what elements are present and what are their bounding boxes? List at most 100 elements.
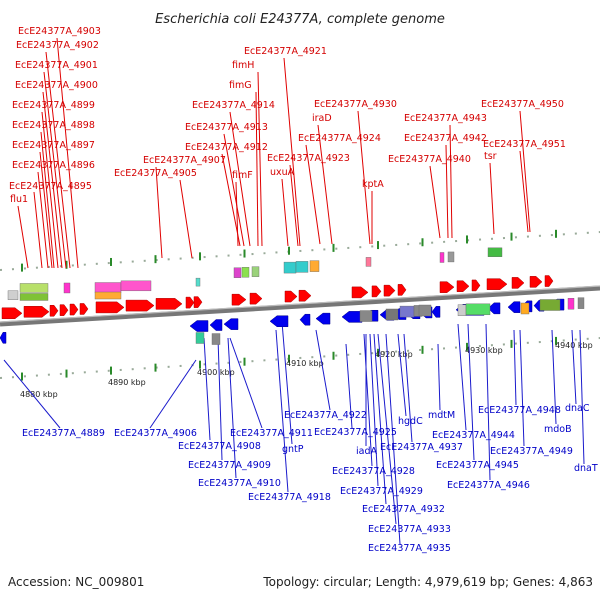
gene-label[interactable]: EcE24377A_4943	[404, 113, 487, 124]
bottom-leader-line	[519, 329, 525, 447]
reverse-gene-arrow	[299, 313, 311, 326]
gene-label[interactable]: tsr	[484, 151, 497, 162]
gene-label[interactable]: fimF	[232, 170, 253, 181]
reverse-gene-arrow	[507, 301, 521, 313]
gene-label[interactable]: EcE24377A_4899	[12, 100, 95, 111]
gene-label[interactable]: EcE24377A_4914	[192, 100, 275, 111]
bottom-leader-line	[385, 333, 401, 545]
gene-label[interactable]: iadA	[356, 446, 377, 457]
gene-feature-box	[241, 267, 250, 278]
gene-label[interactable]: EcE24377A_4897	[12, 140, 95, 151]
gene-label[interactable]: EcE24377A_4912	[185, 142, 268, 153]
gene-label[interactable]: EcE24377A_4924	[298, 133, 381, 144]
gene-label[interactable]: EcE24377A_4948	[478, 405, 561, 416]
gene-label[interactable]: EcE24377A_4949	[490, 446, 573, 457]
gene-label[interactable]: EcE24377A_4898	[12, 120, 95, 131]
gene-label[interactable]: EcE24377A_4905	[114, 168, 197, 179]
bottom-leader-line	[275, 329, 289, 493]
gene-label[interactable]: EcE24377A_4923	[267, 153, 350, 164]
gene-label[interactable]: mdtM	[428, 410, 455, 421]
gene-label[interactable]: iraD	[312, 113, 332, 124]
gene-label[interactable]: flu1	[10, 194, 28, 205]
bottom-leader-line	[315, 329, 331, 411]
gene-label[interactable]: uxuA	[270, 167, 295, 178]
gene-label[interactable]: EcE24377A_4940	[388, 154, 471, 165]
gene-label[interactable]: EcE24377A_4946	[447, 480, 530, 491]
gene-label[interactable]: EcE24377A_4945	[436, 460, 519, 471]
forward-gene-arrow	[371, 285, 382, 298]
gene-label[interactable]: EcE24377A_4909	[188, 460, 271, 471]
top-leader-line	[255, 91, 259, 247]
gene-feature-box	[418, 304, 432, 317]
forward-gene-arrow	[1, 307, 23, 320]
gene-label[interactable]: fimG	[229, 80, 252, 91]
gene-label[interactable]: EcE24377A_4951	[483, 139, 566, 150]
gene-label[interactable]: EcE24377A_4933	[368, 524, 451, 535]
gene-label[interactable]: EcE24377A_4950	[481, 99, 564, 110]
forward-gene-arrow	[69, 303, 79, 316]
gene-feature-box	[359, 310, 373, 322]
gene-label[interactable]: EcE24377A_4932	[362, 504, 445, 515]
forward-gene-arrow	[511, 277, 525, 289]
bottom-leader-line	[467, 323, 475, 461]
gene-feature-box	[539, 299, 561, 311]
gene-label[interactable]: fimH	[232, 60, 254, 71]
gene-label[interactable]: EcE24377A_4942	[404, 133, 487, 144]
bottom-leader-line	[363, 333, 373, 467]
forward-gene-arrow	[544, 275, 554, 287]
gene-feature-box	[94, 291, 122, 300]
gene-label[interactable]: EcE24377A_4901	[15, 60, 98, 71]
gene-feature-box	[577, 297, 585, 309]
gene-label[interactable]: EcE24377A_4910	[198, 478, 281, 489]
gene-label[interactable]: EcE24377A_4944	[432, 430, 515, 441]
gene-label[interactable]: EcE24377A_4935	[368, 543, 451, 554]
gene-label[interactable]: EcE24377A_4925	[314, 427, 397, 438]
bottom-leader-line	[149, 359, 197, 429]
gene-label[interactable]: EcE24377A_4918	[248, 492, 331, 503]
gene-label[interactable]: EcE24377A_4911	[230, 428, 313, 439]
gene-label[interactable]: EcE24377A_4906	[114, 428, 197, 439]
top-leader-line	[429, 165, 441, 239]
gene-label[interactable]: dnaT	[574, 463, 598, 474]
reverse-gene-arrow	[0, 332, 7, 344]
gene-label[interactable]: EcE24377A_4929	[340, 486, 423, 497]
gene-feature-box	[309, 260, 320, 272]
top-leader-line	[40, 131, 55, 269]
gene-label[interactable]: EcE24377A_4922	[284, 410, 367, 421]
gene-label[interactable]: EcE24377A_4895	[9, 181, 92, 192]
gene-label[interactable]: hgdC	[398, 416, 423, 427]
gene-feature-box	[365, 257, 372, 267]
scale-track-bottom	[0, 337, 600, 379]
top-leader-line	[519, 110, 531, 233]
gene-label[interactable]: dnaC	[565, 403, 590, 414]
gene-label[interactable]: EcE24377A_4907	[143, 155, 226, 166]
top-leader-line	[257, 71, 263, 247]
top-leader-line	[43, 71, 67, 269]
top-leader-line	[37, 171, 49, 269]
top-leader-line	[229, 111, 251, 247]
bottom-leader-lines	[3, 321, 585, 545]
gene-label[interactable]: gntP	[282, 444, 304, 455]
top-leader-line	[281, 178, 289, 247]
gene-label[interactable]: EcE24377A_4903	[18, 26, 101, 37]
gene-label[interactable]: EcE24377A_4900	[15, 80, 98, 91]
top-leader-line	[357, 110, 371, 245]
forward-gene-arrow	[125, 299, 155, 312]
gene-label[interactable]: EcE24377A_4937	[380, 442, 463, 453]
top-leader-line	[41, 111, 59, 269]
forward-gene-arrow	[95, 301, 125, 314]
gene-label[interactable]: EcE24377A_4930	[314, 99, 397, 110]
gene-label[interactable]: EcE24377A_4908	[178, 441, 261, 452]
gene-label[interactable]: EcE24377A_4889	[22, 428, 105, 439]
gene-label[interactable]: EcE24377A_4928	[332, 466, 415, 477]
bottom-leader-line	[203, 337, 211, 441]
gene-label[interactable]: mdoB	[544, 424, 572, 435]
gene-label[interactable]: EcE24377A_4902	[16, 40, 99, 51]
gene-label[interactable]: kptA	[362, 179, 384, 190]
gene-label[interactable]: EcE24377A_4921	[244, 46, 327, 57]
gene-feature-box	[457, 304, 467, 316]
bottom-leader-line	[437, 343, 441, 411]
gene-label[interactable]: EcE24377A_4896	[12, 160, 95, 171]
gene-label[interactable]: EcE24377A_4913	[185, 122, 268, 133]
